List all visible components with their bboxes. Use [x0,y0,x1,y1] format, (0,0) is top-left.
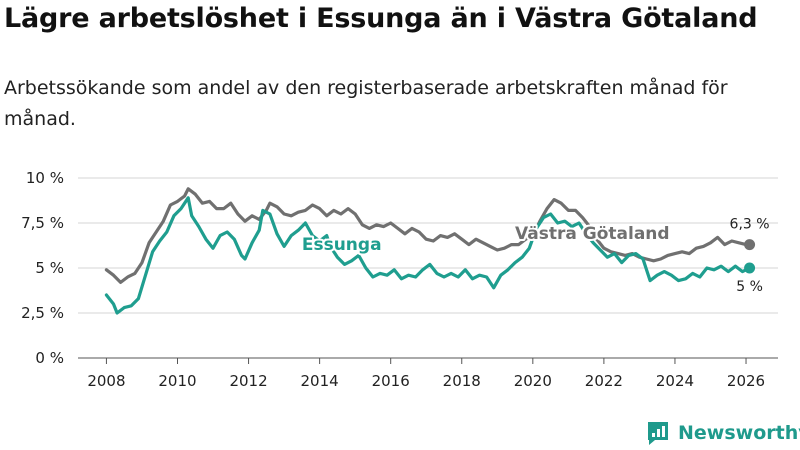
x-tick-label: 2024 [656,372,694,390]
x-tick-label: 2012 [229,372,267,390]
x-tick-label: 2014 [301,372,339,390]
brand-name: Newsworthy [678,422,800,444]
x-tick-label: 2026 [727,372,765,390]
label-layer: 6,3 % 5 % Essunga Västra Götaland [300,217,770,295]
x-tick-label: 2016 [372,372,410,390]
series-end-label-essunga: 5 % [736,279,763,295]
series-inline-label-vg: Västra Götaland [515,224,670,244]
y-tick-label: 2,5 % [21,304,64,322]
y-tick-label: 0 % [35,349,64,367]
x-tick-label: 2008 [87,372,125,390]
x-tick-label: 2010 [158,372,196,390]
y-tick-label: 5 % [35,259,64,277]
x-tick-label: 2020 [514,372,552,390]
series-end-dot-vg [744,239,756,251]
y-tick-label: 10 % [26,169,64,187]
grid-layer: 0 % 2,5 % 5 % 7,5 % 10 % 2008 2010 2012 2014 2016… [21,169,778,390]
y-tick-label: 7,5 % [21,214,64,232]
series-end-label-vg: 6,3 % [730,217,770,233]
series-end-dot-essunga [744,262,756,274]
chart-subtitle: Arbetssökande som andel av den registerb… [4,77,728,130]
series-line-essunga [104,196,752,315]
x-tick-label: 2022 [585,372,623,390]
series-inline-label-essunga: Essunga [302,235,382,255]
x-tick-label: 2018 [443,372,481,390]
series-layer [104,187,756,315]
newsworthy-logo-icon [648,422,668,445]
chart-title: Lägre arbetslöshet i Essunga än i Västra… [4,3,758,34]
brand-logo: Newsworthy [646,420,800,446]
